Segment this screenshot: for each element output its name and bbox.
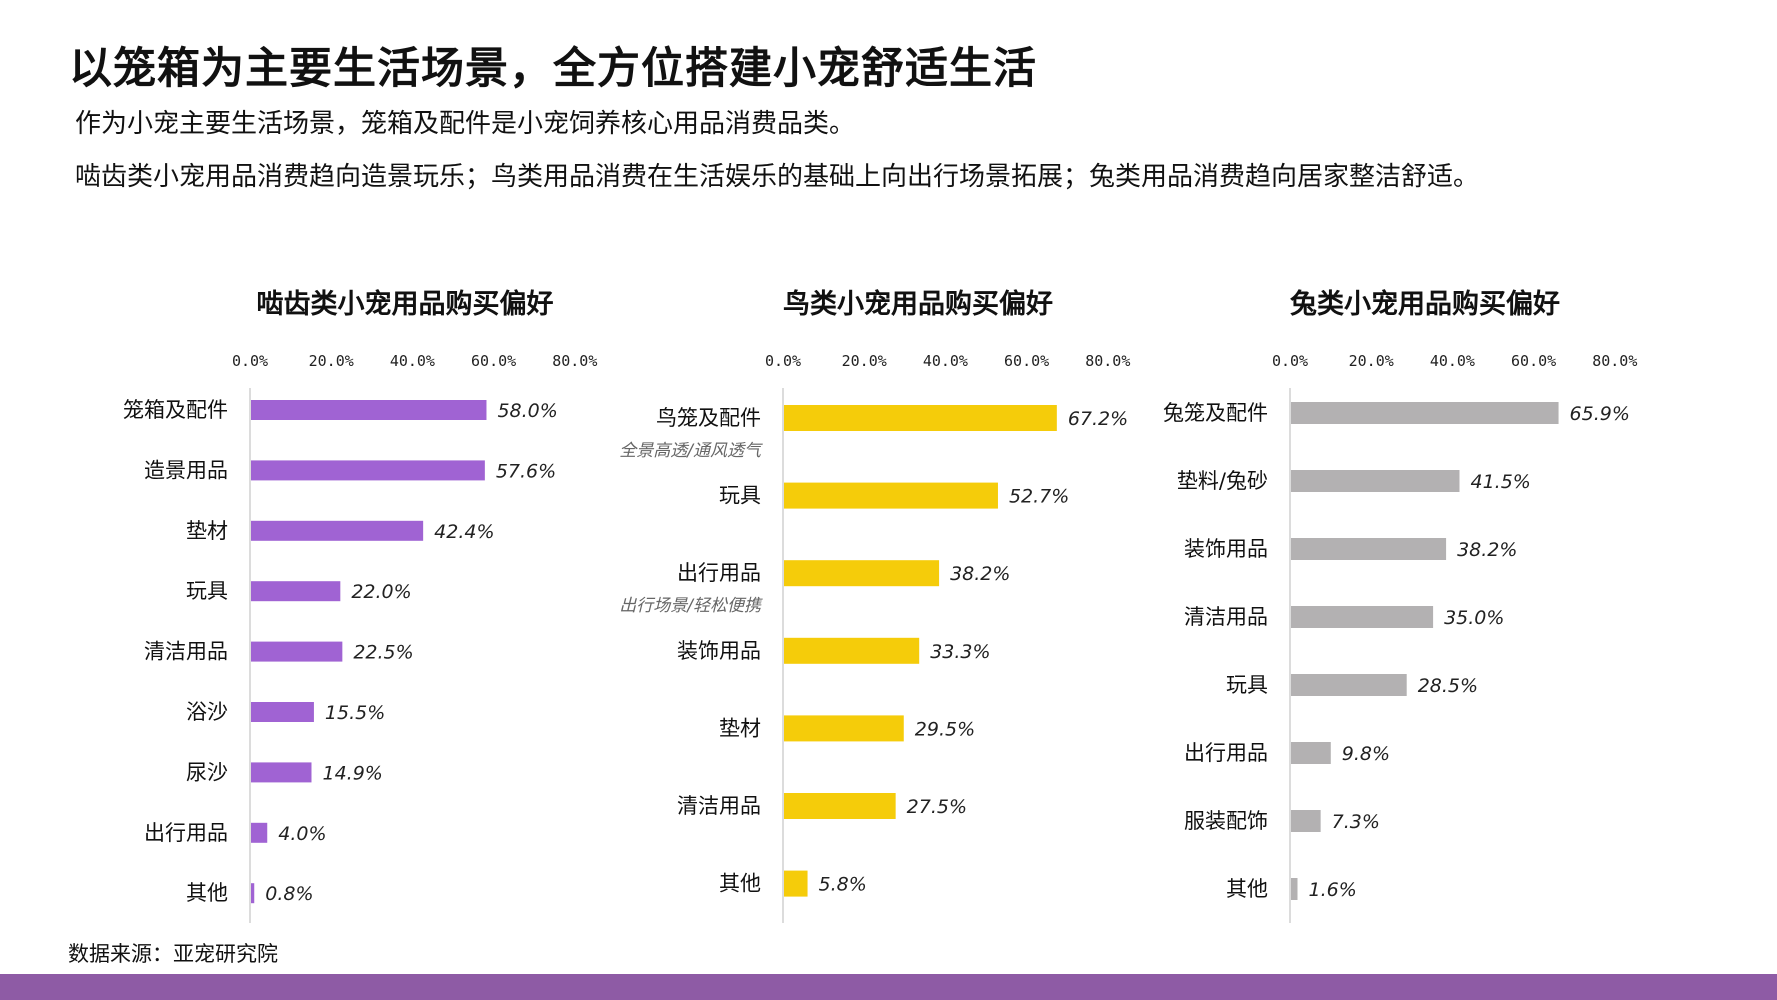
bar-rabbit-2 (1291, 538, 1447, 560)
footer-bar (0, 974, 1777, 1000)
bar-rodent-6 (251, 762, 312, 783)
bar-bird-0 (784, 405, 1057, 431)
category-note-bird-0: 全景高透/通风透气 (619, 441, 763, 461)
axis-tick-bird-2: 40.0% (923, 352, 968, 370)
bar-bird-4 (784, 715, 904, 742)
page-title: 以笼箱为主要生活场景，全方位搭建小宠舒适生活 (69, 44, 1037, 94)
chart-title-rodent: 啮齿类小宠用品购买偏好 (256, 289, 554, 320)
value-label-rodent-8: 0.8% (265, 883, 313, 905)
axis-tick-bird-0: 0.0% (765, 352, 801, 370)
bar-rabbit-3 (1291, 606, 1434, 628)
value-label-bird-6: 5.8% (819, 874, 867, 896)
category-label-bird-0: 鸟笼及配件 (656, 406, 761, 430)
value-label-rabbit-5: 9.8% (1342, 743, 1390, 765)
value-label-rodent-0: 58.0% (497, 400, 557, 422)
axis-tick-rodent-3: 60.0% (471, 352, 516, 370)
bar-bird-3 (784, 637, 920, 664)
value-label-rodent-2: 42.4% (434, 521, 494, 543)
category-label-rodent-7: 出行用品 (144, 821, 228, 845)
axis-tick-rodent-4: 80.0% (552, 352, 597, 370)
bar-rodent-3 (251, 581, 341, 602)
category-label-rodent-1: 造景用品 (144, 458, 228, 482)
category-label-rodent-5: 浴沙 (186, 700, 228, 724)
category-label-rodent-3: 玩具 (186, 579, 228, 603)
bar-rabbit-0 (1291, 402, 1559, 424)
value-label-rodent-4: 22.5% (353, 642, 413, 664)
bar-rodent-1 (251, 460, 485, 481)
value-label-bird-3: 33.3% (930, 641, 990, 663)
bar-rodent-0 (251, 400, 487, 420)
value-label-rabbit-1: 41.5% (1470, 471, 1530, 493)
category-label-rabbit-1: 垫料/兔砂 (1177, 469, 1268, 493)
description-line-1: 作为小宠主要生活场景，笼箱及配件是小宠饲养核心用品消费品类。 (75, 109, 856, 139)
axis-tick-rabbit-4: 80.0% (1592, 352, 1637, 370)
bar-rodent-2 (251, 520, 424, 541)
category-label-rodent-4: 清洁用品 (144, 640, 228, 664)
category-label-bird-5: 清洁用品 (677, 794, 761, 818)
category-label-rodent-6: 尿沙 (186, 760, 228, 784)
value-label-bird-4: 29.5% (915, 718, 975, 740)
bar-rabbit-7 (1291, 878, 1298, 900)
axis-tick-bird-1: 20.0% (842, 352, 887, 370)
value-label-rodent-1: 57.6% (496, 460, 556, 482)
axis-tick-rodent-2: 40.0% (390, 352, 435, 370)
category-label-rabbit-7: 其他 (1226, 877, 1268, 901)
bar-rodent-8 (251, 883, 255, 904)
bar-rodent-5 (251, 702, 314, 722)
value-label-rabbit-2: 38.2% (1457, 539, 1517, 561)
category-label-rodent-8: 其他 (186, 881, 228, 905)
value-label-rabbit-6: 7.3% (1332, 811, 1380, 833)
bar-rabbit-5 (1291, 742, 1331, 764)
axis-tick-bird-3: 60.0% (1004, 352, 1049, 370)
axis-tick-bird-4: 80.0% (1085, 352, 1130, 370)
value-label-rabbit-3: 35.0% (1444, 607, 1504, 629)
bar-bird-2 (784, 560, 940, 587)
value-label-rodent-3: 22.0% (351, 581, 411, 603)
bar-rodent-4 (251, 641, 343, 662)
bar-bird-6 (784, 870, 808, 897)
category-label-rabbit-0: 兔笼及配件 (1163, 401, 1268, 425)
bar-bird-1 (784, 482, 998, 509)
category-label-rodent-2: 垫材 (186, 519, 228, 543)
bar-rabbit-6 (1291, 810, 1321, 832)
value-label-bird-0: 67.2% (1068, 408, 1128, 430)
data-source-note: 数据来源：亚宠研究院 (68, 942, 278, 966)
category-label-rabbit-3: 清洁用品 (1184, 605, 1268, 629)
axis-tick-rodent-1: 20.0% (309, 352, 354, 370)
category-label-bird-1: 玩具 (719, 484, 761, 508)
axis-tick-rodent-0: 0.0% (232, 352, 268, 370)
category-label-bird-2: 出行用品 (677, 561, 761, 585)
chart-title-bird: 鸟类小宠用品购买偏好 (783, 289, 1053, 320)
category-label-rodent-0: 笼箱及配件 (123, 398, 228, 422)
description-line-2: 啮齿类小宠用品消费趋向造景玩乐；鸟类用品消费在生活娱乐的基础上向出行场景拓展；兔… (75, 162, 1480, 192)
category-label-rabbit-4: 玩具 (1226, 673, 1268, 697)
value-label-rodent-7: 4.0% (278, 823, 326, 845)
value-label-bird-5: 27.5% (907, 796, 967, 818)
bar-rabbit-4 (1291, 674, 1407, 696)
category-label-rabbit-2: 装饰用品 (1184, 537, 1268, 561)
axis-tick-rabbit-2: 40.0% (1430, 352, 1475, 370)
chart-title-rabbit: 兔类小宠用品购买偏好 (1290, 289, 1560, 320)
value-label-rodent-6: 14.9% (322, 762, 382, 784)
value-label-bird-1: 52.7% (1009, 486, 1069, 508)
category-label-bird-6: 其他 (719, 872, 761, 896)
value-label-rabbit-4: 28.5% (1418, 675, 1478, 697)
value-label-rabbit-0: 65.9% (1570, 403, 1630, 425)
category-label-bird-4: 垫材 (719, 716, 761, 740)
category-note-bird-2: 出行场景/轻松便携 (619, 596, 763, 616)
category-label-bird-3: 装饰用品 (677, 639, 761, 663)
axis-tick-rabbit-1: 20.0% (1349, 352, 1394, 370)
bar-rodent-7 (251, 822, 268, 843)
bar-bird-5 (784, 793, 896, 819)
value-label-rodent-5: 15.5% (325, 702, 385, 724)
axis-tick-rabbit-3: 60.0% (1511, 352, 1556, 370)
value-label-bird-2: 38.2% (950, 563, 1010, 585)
value-label-rabbit-7: 1.6% (1308, 879, 1356, 901)
category-label-rabbit-5: 出行用品 (1184, 741, 1268, 765)
category-label-rabbit-6: 服装配饰 (1184, 809, 1268, 833)
bar-rabbit-1 (1291, 470, 1460, 492)
axis-tick-rabbit-0: 0.0% (1272, 352, 1308, 370)
